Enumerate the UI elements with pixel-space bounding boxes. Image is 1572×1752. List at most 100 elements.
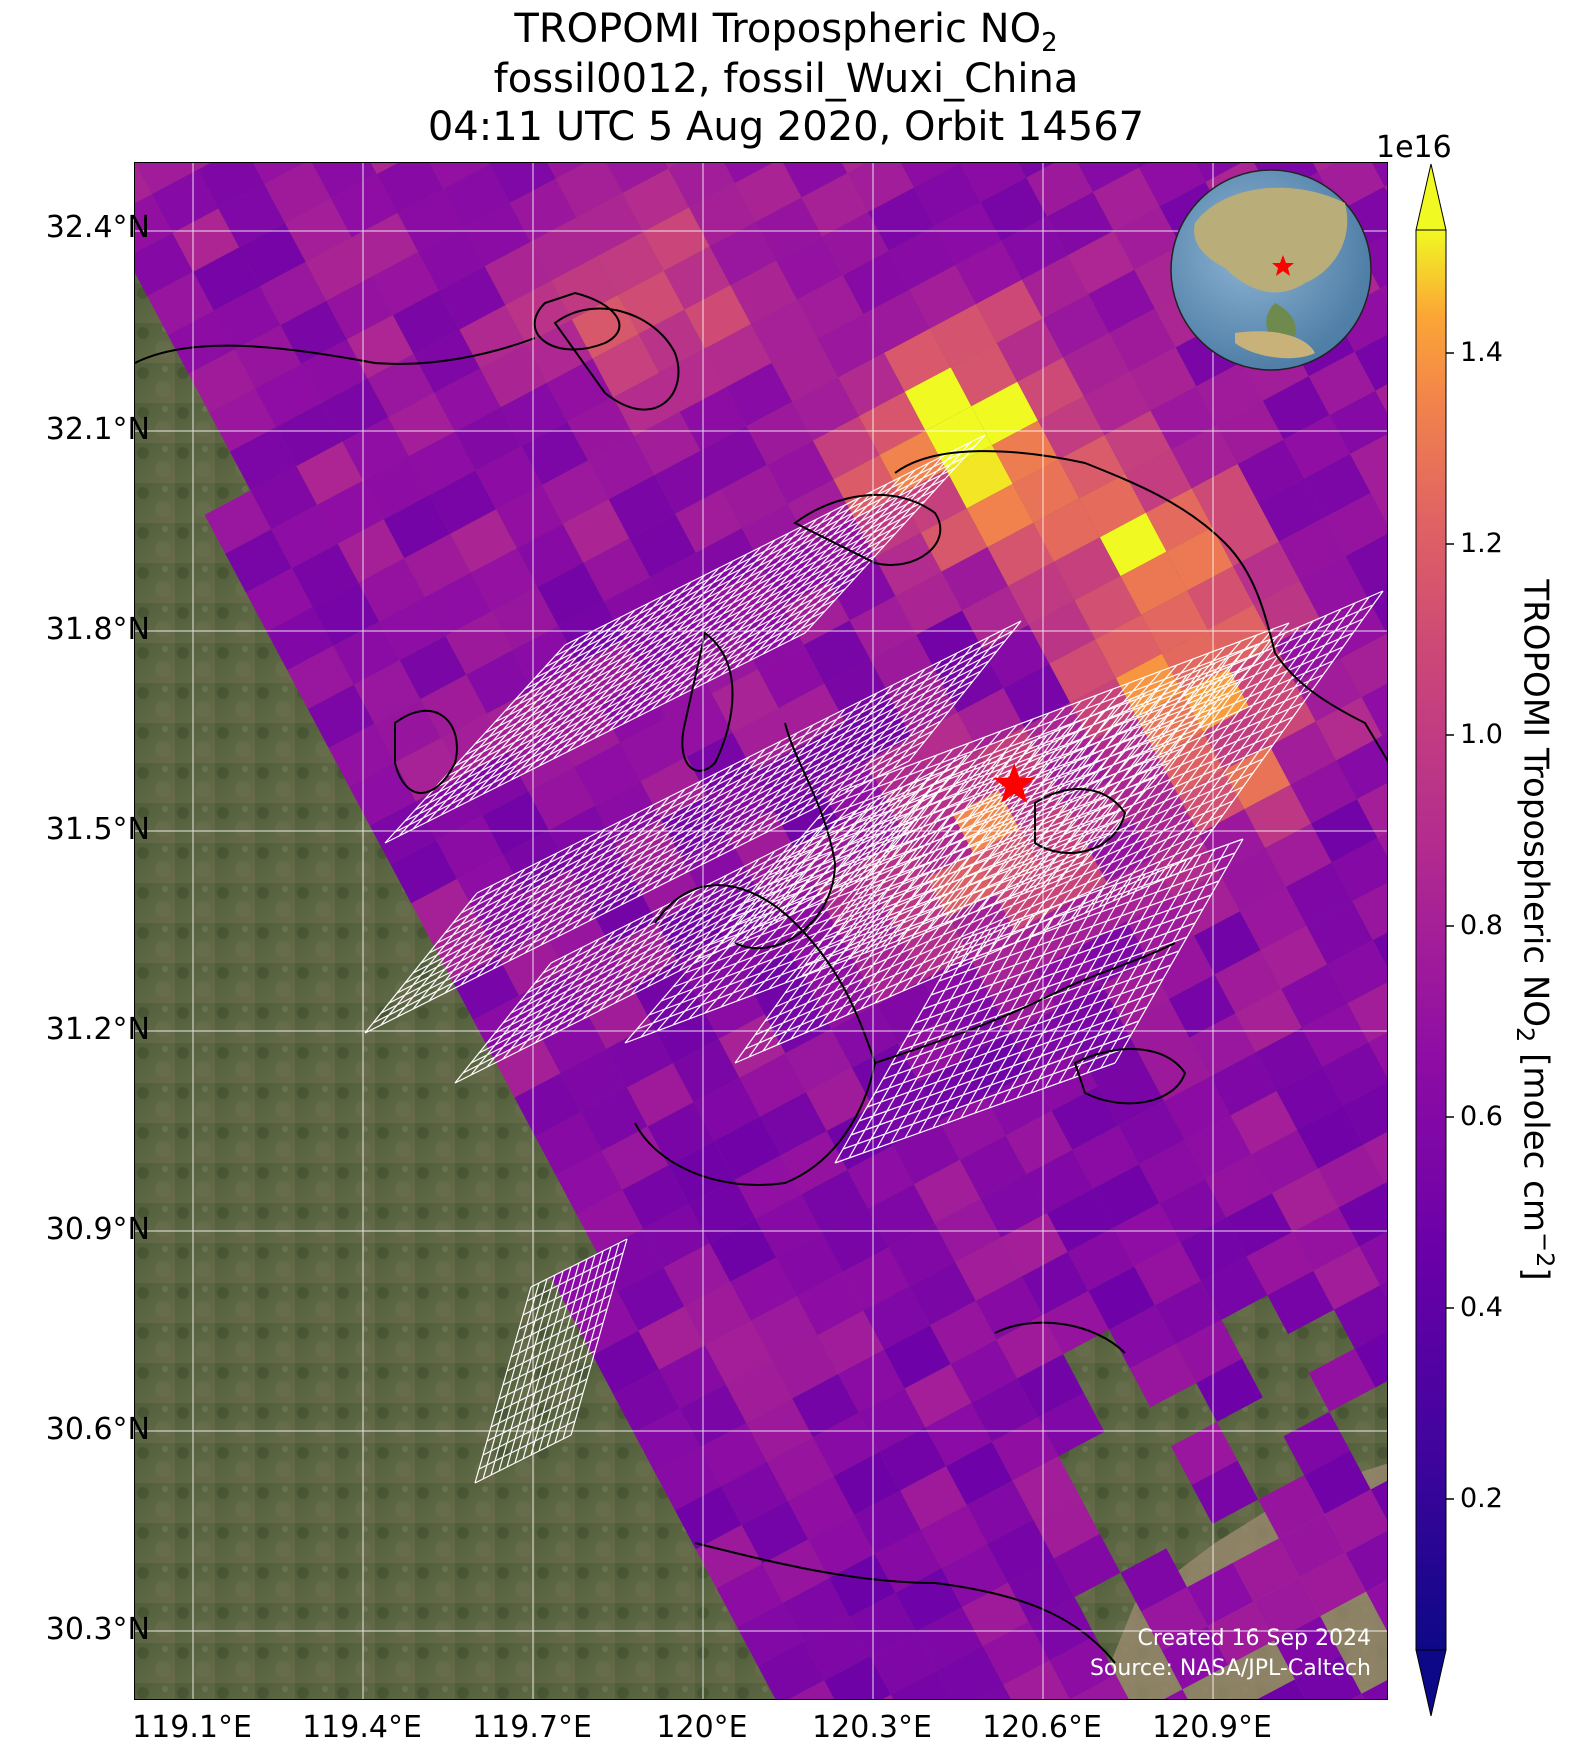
no2-pixel — [1175, 1319, 1243, 1383]
grid-patch — [474, 1238, 628, 1484]
no2-pixel — [776, 1233, 843, 1297]
no2-pixel — [253, 163, 305, 185]
no2-pixel — [390, 840, 458, 904]
no2-pixel — [939, 1096, 1006, 1160]
no2-pixel — [1187, 1562, 1254, 1627]
no2-pixel — [780, 1130, 848, 1195]
no2-pixel — [1191, 1460, 1259, 1524]
no2-pixel — [870, 1631, 937, 1695]
no2-pixel — [748, 849, 816, 913]
no2-pixel — [1074, 576, 1142, 640]
no2-pixel — [665, 163, 680, 169]
no2-pixel — [1329, 390, 1387, 454]
no2-pixel — [1304, 1450, 1371, 1514]
no2-pixel — [1053, 537, 1121, 601]
no2-pixel — [920, 1505, 988, 1569]
no2-pixel — [1262, 376, 1330, 440]
no2-pixel — [592, 334, 660, 398]
no2-pixel — [418, 227, 485, 291]
no2-pixel — [626, 1063, 694, 1127]
no2-pixel — [514, 1073, 582, 1137]
no2-pixel — [980, 1174, 1048, 1238]
no2-pixel — [1017, 1354, 1084, 1418]
no2-pixel — [989, 970, 1057, 1034]
no2-pixel — [1258, 1475, 1325, 1539]
no2-pixel — [576, 193, 644, 257]
no2-pixel — [342, 417, 409, 481]
no2-pixel — [771, 338, 839, 402]
no2-pixel — [321, 378, 389, 442]
no2-pixel — [547, 163, 586, 179]
lon-tick: 120°E — [656, 1710, 748, 1745]
no2-pixel — [434, 368, 501, 432]
no2-pixel — [498, 932, 565, 996]
no2-pixel — [424, 572, 492, 636]
no2-pixel — [1356, 783, 1387, 839]
no2-pixel — [496, 484, 563, 549]
no2-pixel — [1297, 1105, 1364, 1169]
no2-pixel — [985, 1072, 1052, 1136]
no2-pixel — [874, 1529, 942, 1593]
no2-pixel — [672, 1038, 740, 1103]
no2-pixel — [1235, 988, 1302, 1053]
no2-pixel — [280, 300, 347, 364]
no2-pixel — [1274, 1616, 1341, 1680]
no2-pixel — [1345, 1530, 1387, 1592]
map-panel[interactable]: Created 16 Sep 2024 Source: NASA/JPL-Cal… — [134, 162, 1388, 1700]
no2-pixel — [1366, 1580, 1387, 1631]
no2-pixel — [213, 286, 281, 350]
no2-pixel — [420, 674, 487, 739]
no2-pixel — [812, 1412, 880, 1477]
no2-pixel — [1334, 288, 1387, 352]
no2-pixel — [684, 1281, 751, 1346]
no2-pixel — [358, 558, 425, 622]
no2-pixel — [792, 1374, 859, 1438]
no2-pixel — [1230, 1091, 1298, 1155]
no2-pixel — [959, 163, 1027, 202]
grid-patch — [364, 620, 1022, 1034]
no2-pixel — [796, 1271, 864, 1336]
no2-pixel — [1265, 823, 1332, 887]
no2-pixel — [888, 226, 956, 290]
colorbar-tick: 1.2 — [1460, 528, 1503, 559]
no2-pixel — [725, 362, 793, 427]
no2-pixel — [1170, 1421, 1238, 1486]
no2-pixel — [714, 1116, 781, 1180]
no2-pixel — [842, 250, 910, 315]
no2-pixel — [229, 427, 297, 491]
no2-pixel — [167, 310, 235, 374]
no2-pixel — [787, 1476, 855, 1540]
no2-pixel — [285, 198, 352, 262]
no2-pixel — [1216, 400, 1284, 464]
no2-pixel — [1018, 163, 1054, 178]
no2-pixel — [1278, 1513, 1346, 1578]
no2-pixel — [934, 201, 1002, 266]
no2-pixel — [991, 1417, 1059, 1481]
no2-pixel — [1299, 556, 1367, 620]
no2-pixel — [597, 231, 664, 296]
no2-pixel — [255, 363, 322, 428]
no2-pixel — [716, 1563, 784, 1628]
no2-pixel — [913, 1159, 981, 1224]
no2-pixel — [1150, 386, 1217, 450]
no2-pixel — [1386, 633, 1387, 635]
no2-pixel — [741, 1500, 809, 1564]
no2-pixel — [369, 801, 437, 865]
no2-pixel — [1083, 371, 1151, 436]
no2-pixel — [555, 163, 623, 218]
colorbar-label-sup: −2 — [1531, 1231, 1560, 1268]
no2-pixel — [904, 367, 972, 431]
no2-pixel — [415, 776, 483, 841]
plot-title-line3: 04:11 UTC 5 Aug 2020, Orbit 14567 — [427, 104, 1145, 150]
no2-pixel — [916, 1607, 983, 1671]
no2-pixel — [1313, 163, 1336, 173]
no2-pixel — [1138, 163, 1206, 207]
no2-pixel — [370, 163, 398, 175]
no2-pixel — [1333, 1285, 1387, 1349]
no2-pixel — [1104, 410, 1172, 474]
no2-pixel — [480, 344, 547, 408]
no2-pixel — [209, 388, 276, 452]
no2-pixel — [1141, 1587, 1208, 1651]
no2-pixel — [1033, 498, 1100, 562]
no2-pixel — [946, 445, 1013, 509]
